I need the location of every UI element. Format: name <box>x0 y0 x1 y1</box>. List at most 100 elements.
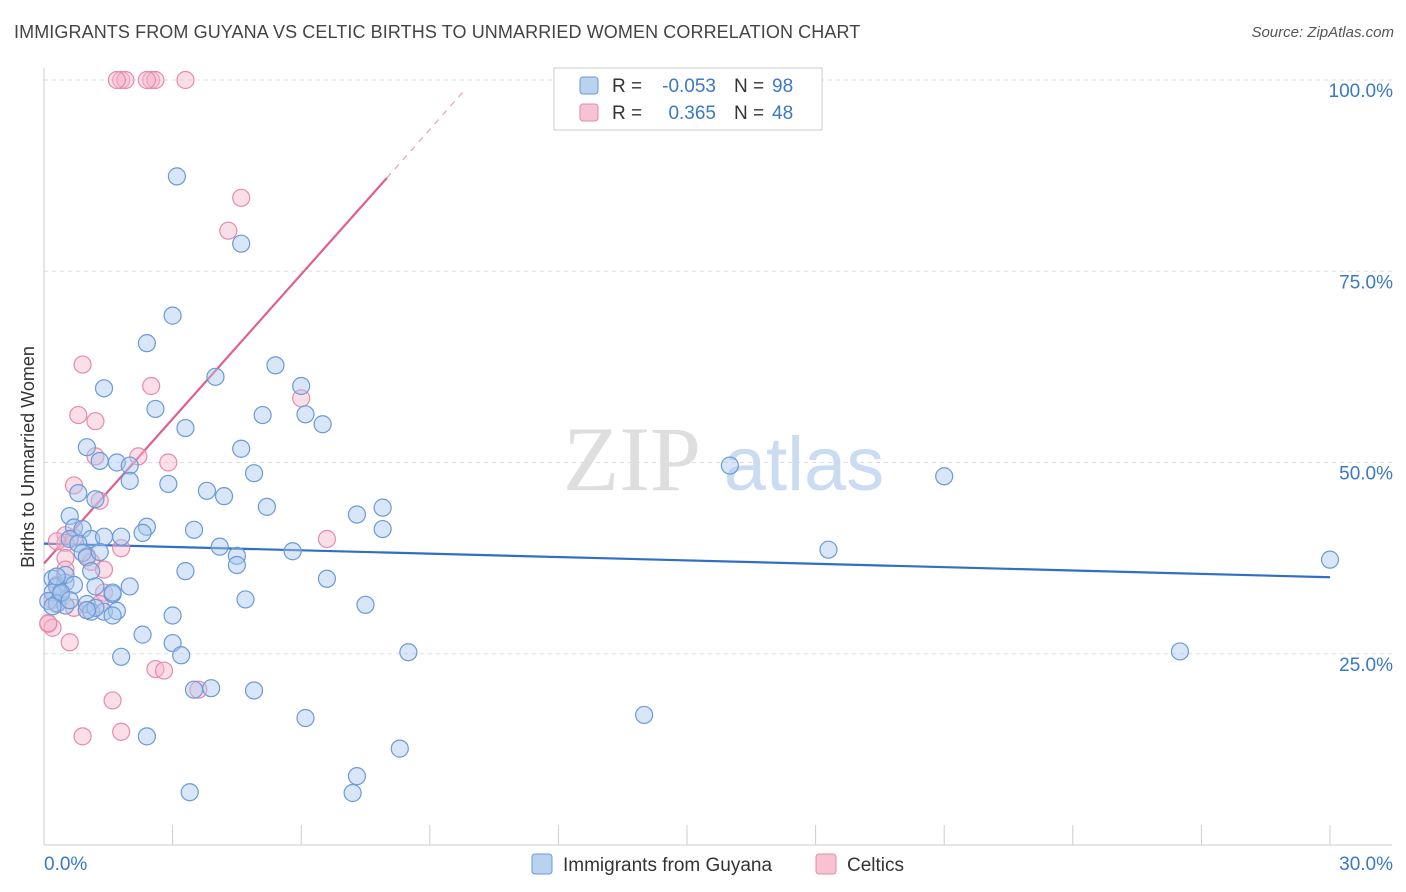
point-guyana <box>356 595 375 614</box>
point-celtics <box>73 727 92 746</box>
point-celtics <box>142 70 161 90</box>
point-guyana <box>60 506 79 526</box>
point-guyana <box>635 705 654 725</box>
point-guyana <box>227 546 246 565</box>
legend-box <box>553 67 823 131</box>
point-guyana <box>146 399 165 419</box>
point-guyana <box>167 167 186 186</box>
point-guyana <box>232 234 251 253</box>
point-guyana <box>77 438 96 457</box>
point-guyana <box>202 679 221 698</box>
point-guyana <box>227 555 246 575</box>
point-guyana <box>399 643 418 662</box>
point-guyana <box>120 456 139 475</box>
legend-r-label-1: R = <box>612 76 642 97</box>
y-axis-label: Births to Unmarried Women <box>18 346 38 568</box>
point-guyana <box>1170 642 1190 661</box>
series-swatch-celtics <box>815 853 837 875</box>
series-label-guyana: Immigrants from Guyana <box>563 855 772 876</box>
point-guyana <box>120 577 139 596</box>
point-guyana <box>86 490 105 509</box>
legend-swatch-blue <box>579 76 599 95</box>
point-guyana <box>82 562 101 581</box>
point-guyana <box>206 367 225 386</box>
grid-lines <box>44 79 1392 655</box>
point-guyana <box>137 334 156 353</box>
point-guyana <box>133 523 152 542</box>
point-celtics <box>137 70 156 90</box>
watermark: ZIP atlas <box>563 408 884 510</box>
legend-n-value-2: 48 <box>772 103 793 124</box>
point-guyana <box>935 467 954 486</box>
point-celtics <box>69 405 88 425</box>
point-guyana <box>43 597 62 616</box>
legend-swatch-pink <box>579 103 599 122</box>
legend-r-label-2: R = <box>612 103 642 124</box>
point-guyana <box>214 487 234 506</box>
point-guyana <box>94 379 114 398</box>
point-celtics <box>232 188 251 207</box>
point-guyana <box>373 519 392 539</box>
point-celtics <box>73 355 92 374</box>
point-celtics <box>112 722 131 741</box>
point-guyana <box>244 681 264 700</box>
data-points <box>39 70 1340 803</box>
legend-r-value-1: -0.053 <box>662 76 716 97</box>
point-celtics <box>86 412 105 431</box>
point-guyana <box>819 540 838 559</box>
watermark-atlas: atlas <box>724 422 885 507</box>
trend-line-guyana <box>43 542 1331 579</box>
point-guyana <box>283 542 302 561</box>
point-guyana <box>120 471 139 490</box>
point-guyana <box>90 542 109 562</box>
point-guyana <box>313 415 332 434</box>
point-celtics <box>103 691 122 710</box>
point-guyana <box>103 606 122 625</box>
point-guyana <box>180 783 199 802</box>
x-tick-label-max: 30.0% <box>1339 854 1393 875</box>
series-legend: Immigrants from Guyana Celtics <box>531 853 904 876</box>
point-guyana <box>210 537 229 556</box>
point-guyana <box>184 680 204 699</box>
series-swatch-guyana <box>531 853 553 875</box>
series-label-celtics: Celtics <box>847 855 904 876</box>
point-guyana <box>232 439 251 458</box>
chart-title: IMMIGRANTS FROM GUYANA VS CELTIC BIRTHS … <box>14 22 861 42</box>
legend-n-value-1: 98 <box>772 76 793 97</box>
axes <box>43 68 1392 846</box>
trend-line-celtics <box>43 177 388 565</box>
tick-labels: 25.0% 50.0% 75.0% 100.0% 0.0% 30.0% <box>44 81 1393 875</box>
point-guyana <box>159 474 178 494</box>
point-guyana <box>390 739 409 758</box>
point-guyana <box>47 567 66 586</box>
point-guyana <box>163 306 182 325</box>
point-guyana <box>86 577 105 596</box>
point-guyana <box>172 646 191 665</box>
y-tick-label: 100.0% <box>1329 81 1394 102</box>
point-guyana <box>720 456 739 475</box>
point-guyana <box>176 562 195 581</box>
point-guyana <box>103 583 122 602</box>
correlation-legend: R = -0.053 N = 98 R = 0.365 N = 48 <box>553 67 823 131</box>
point-guyana <box>133 625 152 644</box>
point-guyana <box>112 647 131 666</box>
point-celtics <box>159 453 178 472</box>
point-guyana <box>77 601 96 620</box>
point-celtics <box>39 614 58 633</box>
point-celtics <box>176 70 195 90</box>
legend-r-value-2: 0.365 <box>668 103 716 124</box>
point-guyana <box>69 484 88 503</box>
point-guyana <box>60 529 79 549</box>
point-guyana <box>90 451 109 471</box>
point-guyana <box>347 767 367 786</box>
y-tick-label: 25.0% <box>1339 655 1393 676</box>
point-guyana <box>317 569 337 588</box>
point-guyana <box>296 708 315 728</box>
point-guyana <box>292 376 311 396</box>
point-celtics <box>219 221 238 240</box>
point-celtics <box>317 529 337 549</box>
point-guyana <box>373 498 392 517</box>
legend-n-label-1: N = <box>734 76 764 97</box>
point-celtics <box>142 376 161 396</box>
